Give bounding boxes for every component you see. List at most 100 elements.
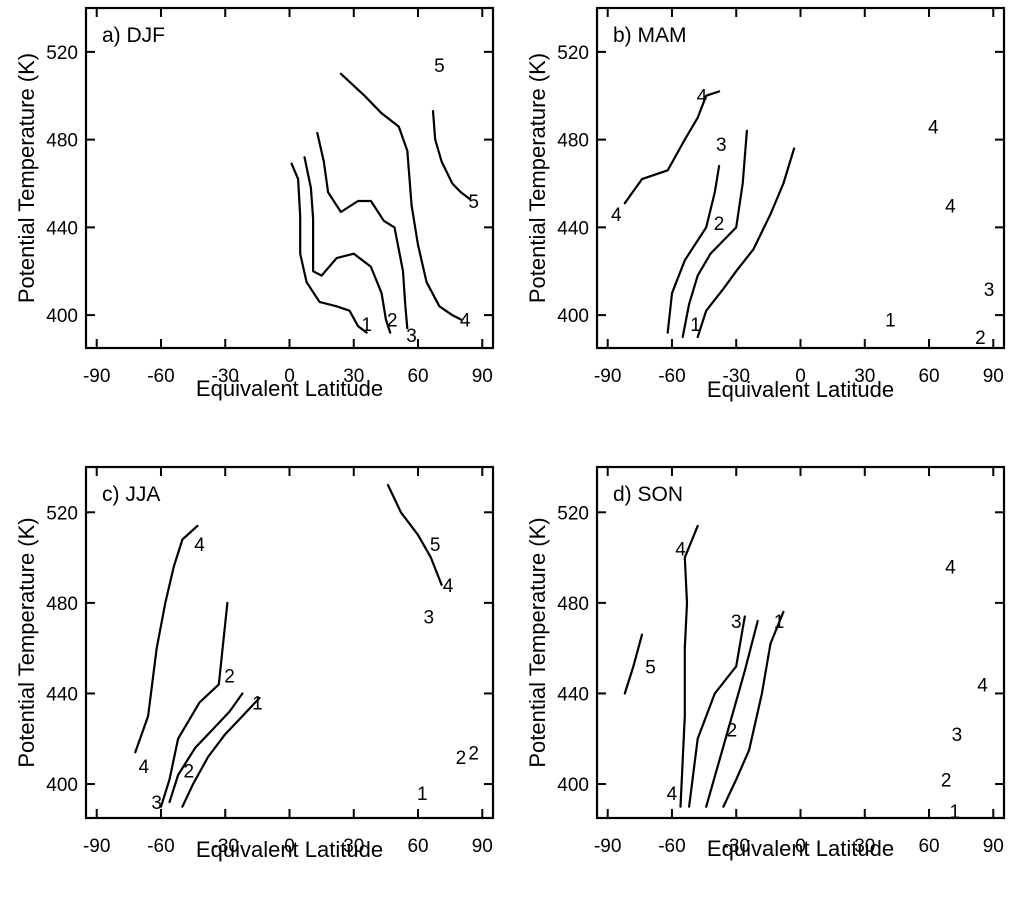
x-axis-title: Equivalent Latitude — [707, 836, 894, 861]
x-tick-label: 0 — [284, 366, 295, 387]
contour-label: 1 — [774, 612, 785, 633]
contour-line-2 — [303, 156, 392, 334]
contour-label: 4 — [675, 540, 686, 561]
x-tick-label: 90 — [472, 836, 493, 857]
contour-label: 2 — [387, 310, 398, 331]
contour-label: 3 — [984, 280, 995, 301]
x-tick-label: -60 — [658, 366, 685, 387]
y-tick-label: 440 — [46, 684, 78, 705]
contour-label: 1 — [417, 784, 428, 805]
contour-line-4 — [623, 90, 721, 205]
x-tick-label: 60 — [918, 366, 939, 387]
y-tick-label: 400 — [46, 306, 78, 327]
x-tick-label: -30 — [723, 836, 750, 857]
contour-label: 5 — [430, 535, 441, 556]
contour-line-3 — [159, 601, 229, 808]
x-tick-label: 90 — [472, 366, 493, 387]
x-tick-label: -90 — [594, 366, 621, 387]
contour-label: 1 — [885, 310, 896, 331]
x-tick-label: -30 — [212, 366, 239, 387]
contour-line-4 — [679, 524, 699, 808]
x-tick-label: -30 — [723, 366, 750, 387]
x-tick-label: -30 — [212, 836, 239, 857]
y-tick-label: 400 — [557, 775, 589, 796]
x-tick-label: 30 — [343, 836, 364, 857]
contour-label: 2 — [714, 214, 725, 235]
y-tick-label: 520 — [557, 503, 589, 524]
contour-line-1 — [722, 610, 785, 808]
contour-line-3 — [688, 615, 746, 808]
contour-label: 3 — [952, 725, 963, 746]
y-tick-label: 400 — [46, 775, 78, 796]
contour-label: 3 — [716, 135, 727, 156]
y-tick-label: 440 — [46, 218, 78, 239]
contour-label: 2 — [224, 666, 235, 687]
panel-label: d) SON — [613, 483, 683, 506]
x-tick-label: -90 — [83, 836, 110, 857]
contour-label: 4 — [194, 535, 205, 556]
y-tick-label: 520 — [46, 43, 78, 64]
x-tick-label: -60 — [147, 836, 174, 857]
y-tick-label: 400 — [557, 306, 589, 327]
contour-label: 4 — [697, 87, 708, 108]
chart-panel-2: -90 -60 -30 0 30 60 90 400 440 480 520 Equivalent L… — [525, 6, 1006, 402]
contour-label: 4 — [928, 117, 939, 138]
contour-line-2 — [681, 129, 748, 339]
plot-frame — [595, 6, 1006, 350]
y-tick-label: 480 — [557, 594, 589, 615]
x-tick-label: 30 — [854, 836, 875, 857]
contour-line-4 — [339, 72, 462, 321]
y-tick-label: 440 — [557, 684, 589, 705]
contour-label: 5 — [645, 657, 656, 678]
contour-line-2 — [168, 692, 244, 804]
y-tick-label: 520 — [46, 503, 78, 524]
x-tick-label: -60 — [658, 836, 685, 857]
contour-line-4 — [134, 524, 199, 754]
chart-panel-1: -90 -60 -30 0 30 60 90 400 440 480 520 Equivalent L… — [14, 6, 495, 401]
x-tick-label: -60 — [147, 366, 174, 387]
y-tick-label: 440 — [557, 218, 589, 239]
contour-line-1 — [181, 696, 261, 808]
y-axis-title: Potential Temperature (K) — [525, 517, 550, 767]
contour-label: 4 — [460, 310, 471, 331]
y-tick-label: 480 — [557, 131, 589, 152]
y-axis-title: Potential Temperature (K) — [14, 53, 39, 303]
y-axis-title: Potential Temperature (K) — [14, 517, 39, 767]
x-tick-label: 0 — [284, 836, 295, 857]
x-tick-label: -90 — [594, 836, 621, 857]
contour-label: 2 — [941, 771, 952, 792]
x-tick-label: 30 — [854, 366, 875, 387]
contour-line-1 — [290, 162, 368, 334]
contour-label: 2 — [184, 761, 195, 782]
x-tick-label: 60 — [407, 366, 428, 387]
contour-label: 3 — [151, 793, 162, 814]
x-tick-label: 90 — [983, 366, 1004, 387]
contour-label: 5 — [468, 192, 479, 213]
panel-label: c) JJA — [102, 483, 160, 506]
contour-label: 2 — [456, 748, 467, 769]
x-tick-label: -90 — [83, 366, 110, 387]
x-axis-title: Equivalent Latitude — [707, 377, 894, 402]
contour-label: 1 — [361, 315, 372, 336]
contour-line-5 — [623, 633, 644, 695]
contour-line-3 — [666, 164, 721, 334]
panel-label: b) MAM — [613, 24, 687, 47]
contour-label: 4 — [139, 757, 150, 778]
contour-label: 2 — [468, 743, 479, 764]
contour-label: 4 — [611, 205, 622, 226]
y-tick-label: 520 — [557, 43, 589, 64]
contour-label: 1 — [690, 315, 701, 336]
x-axis-title: Equivalent Latitude — [196, 376, 383, 401]
contour-line-1 — [696, 147, 796, 339]
x-tick-label: 90 — [983, 836, 1004, 857]
contour-label: 4 — [977, 675, 988, 696]
y-tick-label: 480 — [46, 594, 78, 615]
y-axis-title: Potential Temperature (K) — [525, 53, 550, 303]
contour-line-5 — [386, 484, 443, 586]
contour-label: 3 — [406, 326, 417, 347]
contour-label: 4 — [443, 576, 454, 597]
contour-label: 2 — [727, 721, 738, 742]
x-tick-label: 60 — [918, 836, 939, 857]
x-tick-label: 0 — [795, 836, 806, 857]
x-tick-label: 30 — [343, 366, 364, 387]
